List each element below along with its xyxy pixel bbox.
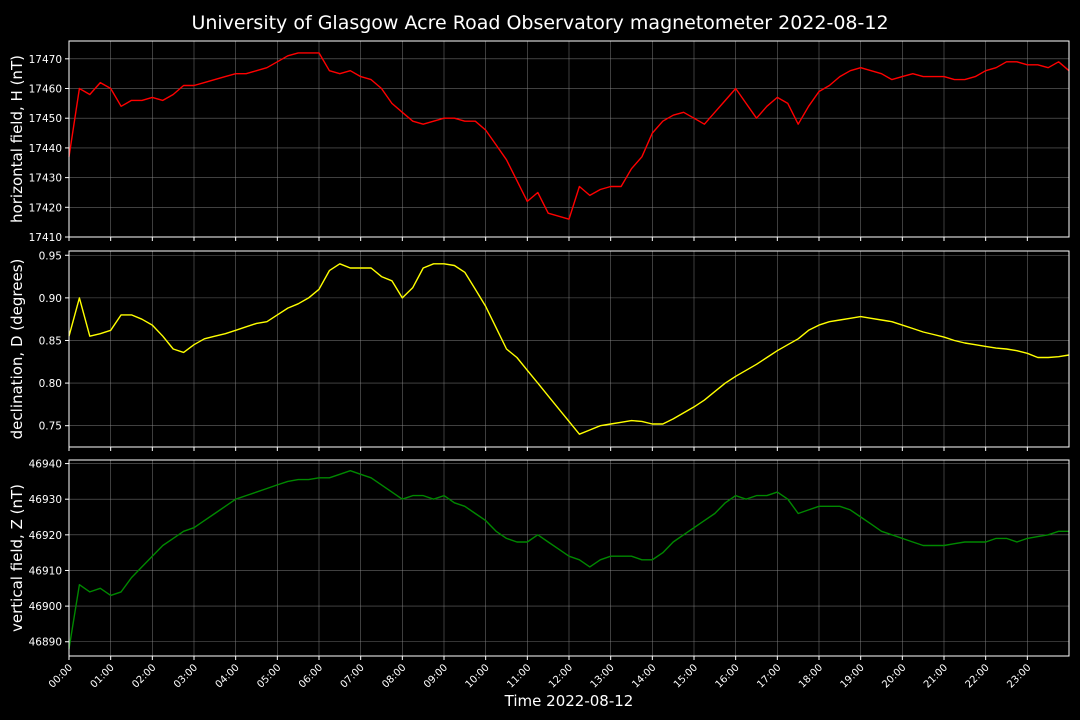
horizontal-field-frame [68, 40, 1070, 238]
x-tick-label: 22:00 [964, 662, 992, 690]
chart-panels: 17410 17420 17430 17440 17450 17460 17470horiz… [8, 40, 1070, 691]
horizontal-field-series-line [68, 52, 1070, 220]
x-tick-label: 08:00 [380, 662, 408, 690]
x-tick-label: 00:00 [47, 662, 75, 690]
y-tick-label: 46920 [29, 530, 62, 542]
vertical-field-panel: 46890 46900 46910 46920 46930 46940 vertical f… [8, 459, 1070, 660]
y-tick-label: 46890 [29, 637, 62, 649]
declination-frame [68, 250, 1070, 448]
horizontal-field-y-axis-label: horizontal field, H (nT) [8, 55, 26, 223]
x-tick-label: 19:00 [839, 662, 867, 690]
y-tick-label: 46940 [29, 459, 62, 471]
y-tick-label: 17460 [29, 84, 62, 96]
x-tick-label: 14:00 [630, 662, 658, 690]
y-tick-label: 17470 [29, 54, 62, 66]
declination-panel: 0.75 0.80 0.85 0.90 0.95 declination, D (degr… [8, 250, 1070, 451]
y-tick-label: 17420 [29, 202, 62, 214]
x-tick-label: 16:00 [714, 662, 742, 690]
x-tick-label: 03:00 [172, 662, 200, 690]
vertical-field-frame [68, 459, 1070, 657]
x-tick-label: 09:00 [422, 662, 450, 690]
x-tick-label: 15:00 [672, 662, 700, 690]
x-tick-label: 18:00 [797, 662, 825, 690]
x-tick-label: 20:00 [880, 662, 908, 690]
declination-y-axis-label: declination, D (degrees) [8, 259, 26, 440]
declination-series-line [68, 263, 1070, 435]
y-tick-label: 0.80 [39, 378, 62, 390]
y-tick-label: 0.90 [39, 293, 62, 305]
y-tick-label: 46930 [29, 494, 62, 506]
x-tick-label: 23:00 [1005, 662, 1033, 690]
x-tick-label: 11:00 [505, 662, 533, 690]
y-tick-label: 0.75 [39, 421, 62, 433]
horizontal-field-panel: 17410 17420 17430 17440 17450 17460 17470horiz… [8, 40, 1070, 244]
chart-title: University of Glasgow Acre Road Observat… [191, 12, 888, 34]
x-tick-label: 21:00 [922, 662, 950, 690]
y-tick-label: 17430 [29, 173, 62, 185]
x-tick-label: 02:00 [130, 662, 158, 690]
x-tick-label: 04:00 [214, 662, 242, 690]
x-axis-label: Time 2022-08-12 [504, 692, 634, 710]
y-tick-label: 0.95 [39, 250, 62, 262]
vertical-field-series-line [68, 470, 1069, 650]
y-tick-label: 46910 [29, 565, 62, 577]
x-tick-label: 05:00 [255, 662, 283, 690]
x-tick-label: 10:00 [464, 662, 492, 690]
y-tick-label: 17440 [29, 143, 62, 155]
x-tick-label: 17:00 [755, 662, 783, 690]
x-tick-label: 06:00 [297, 662, 325, 690]
y-tick-label: 17450 [29, 113, 62, 125]
y-tick-label: 17410 [29, 232, 62, 244]
y-tick-label: 0.85 [39, 335, 62, 347]
x-tick-label: 13:00 [589, 662, 617, 690]
x-tick-label: 07:00 [339, 662, 367, 690]
x-tick-label: 01:00 [89, 662, 117, 690]
vertical-field-y-axis-label: vertical field, Z (nT) [8, 484, 26, 632]
x-tick-label: 12:00 [547, 662, 575, 690]
y-tick-label: 46900 [29, 601, 62, 613]
